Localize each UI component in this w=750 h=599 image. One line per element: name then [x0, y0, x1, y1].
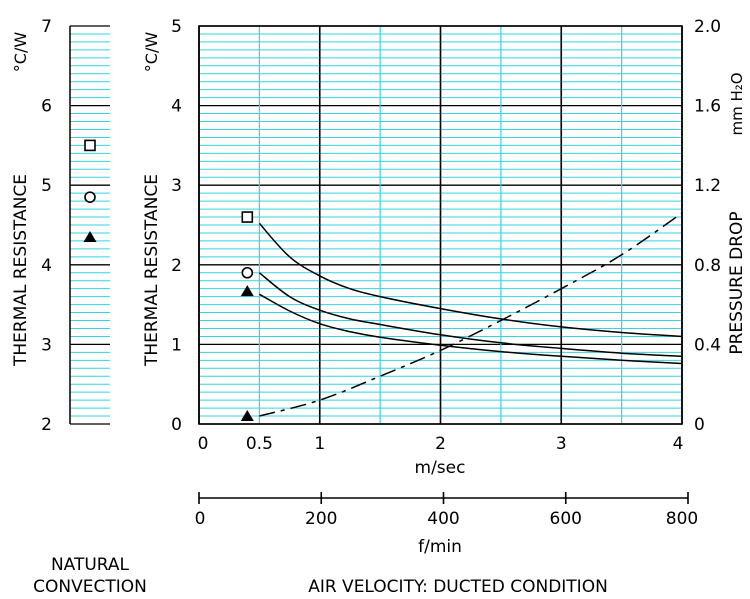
x-tick-label: 3	[556, 434, 567, 454]
pressure-tick-label: 0	[694, 415, 705, 435]
fmin-axis-title: f/min	[418, 537, 462, 557]
fmin-tick-label: 200	[305, 509, 337, 529]
fmin-tick-label: 800	[666, 509, 698, 529]
x-axis-title: m/sec	[415, 458, 466, 478]
thermal-square-curve	[259, 223, 682, 336]
axis-labels: 2 3 4 5 6 7 THERMAL RESISTANCE °C/W NATURALCONVE…	[11, 17, 747, 597]
x-tick-label: 4	[673, 434, 684, 454]
left-y-tick-label: 5	[41, 176, 52, 196]
left-y-tick-label: 7	[41, 17, 52, 37]
pressure-tick-label: 2.0	[694, 17, 721, 37]
main-y-tick-label: 5	[171, 17, 182, 37]
left-square-marker	[85, 140, 95, 150]
x-tick-label: 0.5	[246, 434, 273, 454]
left-y-axis-title: THERMAL RESISTANCE	[11, 174, 31, 367]
pressure-axis-unit: mm H₂O	[728, 72, 746, 135]
main-y-axis-title: THERMAL RESISTANCE	[142, 174, 162, 367]
thermal-triangle-marker	[241, 285, 254, 296]
data-curves	[259, 213, 682, 416]
left-y-axis-unit: °C/W	[11, 32, 30, 73]
main-y-tick-label: 0	[171, 415, 182, 435]
natural-caption-line-2: CONVECTION	[33, 577, 147, 597]
x-tick-label: 0	[198, 434, 209, 454]
main-y-tick-label: 2	[171, 256, 182, 276]
left-y-tick-label: 2	[41, 415, 52, 435]
pressure-tick-label: 0.4	[694, 335, 721, 355]
pressure-tick-label: 1.2	[694, 176, 721, 196]
natural-caption-line-1: NATURAL	[51, 555, 130, 575]
thermal-square-marker	[242, 212, 252, 222]
x-tick-label: 2	[435, 434, 446, 454]
thermal-circle-marker	[242, 268, 252, 278]
pressure-axis-title: PRESSURE DROP	[727, 211, 747, 354]
fmin-tick-label: 400	[427, 509, 459, 529]
pressure-tick-label: 1.6	[694, 97, 721, 117]
left-y-tick-label: 6	[41, 97, 52, 117]
x-tick-label: 1	[314, 434, 325, 454]
main-y-tick-label: 1	[171, 335, 182, 355]
fmin-tick-label: 600	[550, 509, 582, 529]
main-y-tick-label: 3	[171, 176, 182, 196]
pressure-tick-label: 0.8	[694, 256, 721, 276]
left-y-tick-label: 3	[41, 335, 52, 355]
left-y-tick-label: 4	[41, 256, 52, 276]
main-y-axis-unit: °C/W	[142, 32, 161, 73]
main-y-tick-label: 4	[171, 97, 182, 117]
fmin-tick-label: 0	[195, 509, 206, 529]
left-circle-marker	[85, 192, 95, 202]
ducted-caption: AIR VELOCITY: DUCTED CONDITION	[308, 577, 608, 597]
